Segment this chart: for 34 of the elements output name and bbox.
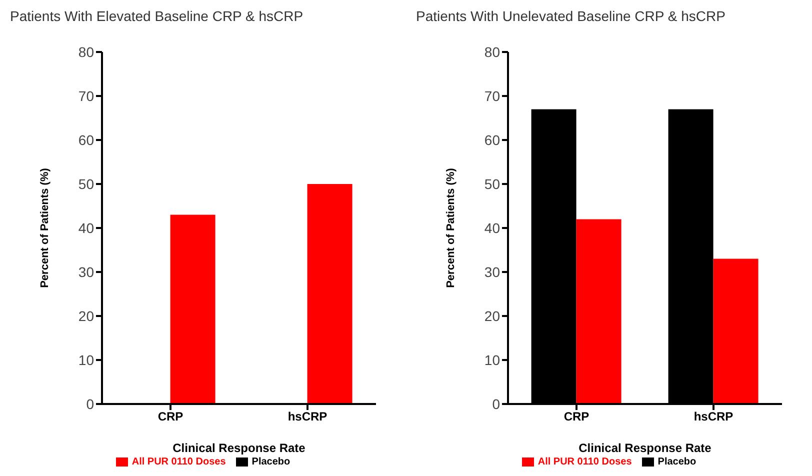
y-tick-label: 60 [78, 132, 94, 148]
chart-title: Patients With Unelevated Baseline CRP & hsCRP [416, 8, 726, 24]
x-tick-label: CRP [158, 410, 184, 424]
y-tick-label: 60 [484, 132, 500, 148]
legend-label: All PUR 0110 Doses [538, 456, 632, 468]
y-tick-label: 50 [78, 176, 94, 192]
bar [576, 219, 622, 404]
legend-label: All PUR 0110 Doses [132, 456, 226, 468]
y-axis-title: Percent of Patients (%) [444, 168, 457, 288]
chart-title: Patients With Elevated Baseline CRP & hsCRP [10, 8, 304, 24]
x-tick-label: CRP [564, 410, 590, 424]
y-tick-label: 40 [78, 220, 94, 236]
y-tick-label: 70 [484, 88, 500, 104]
x-axis-title: Clinical Response Rate [172, 441, 306, 455]
y-tick-label: 50 [484, 176, 500, 192]
y-tick-label: 40 [484, 220, 500, 236]
y-tick-label: 30 [484, 264, 500, 280]
legend-label: Placebo [252, 456, 290, 468]
y-tick-label: 70 [78, 88, 94, 104]
y-axis-title: Percent of Patients (%) [38, 168, 51, 288]
y-tick-label: 10 [484, 352, 500, 368]
y-tick-label: 30 [78, 264, 94, 280]
y-tick-label: 20 [484, 308, 500, 324]
y-tick-label: 80 [78, 44, 94, 60]
y-tick-label: 10 [78, 352, 94, 368]
y-tick-label: 0 [492, 396, 500, 412]
x-tick-label: hsCRP [288, 410, 328, 424]
y-tick-label: 80 [484, 44, 500, 60]
x-axis-title: Clinical Response Rate [578, 441, 712, 455]
bar [713, 258, 758, 404]
y-tick-label: 20 [78, 308, 94, 324]
legend-label: Placebo [658, 456, 696, 468]
y-tick-label: 0 [86, 396, 94, 412]
x-tick-label: hsCRP [694, 410, 734, 424]
